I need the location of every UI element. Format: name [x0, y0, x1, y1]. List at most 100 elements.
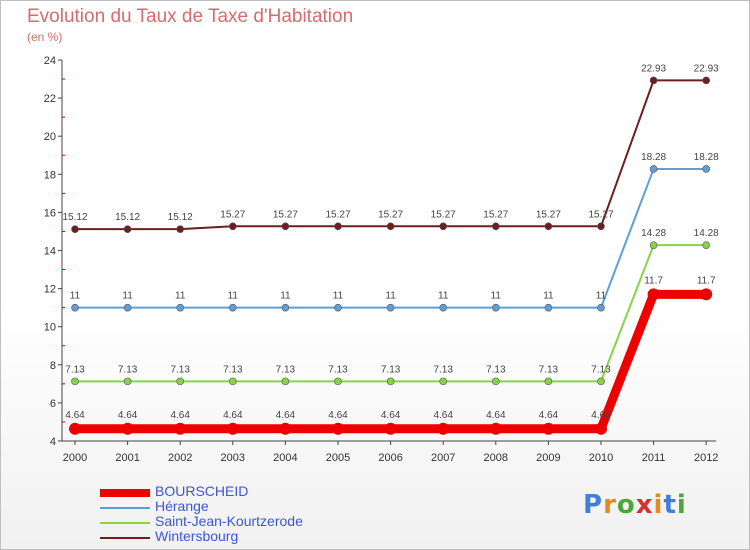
- data-label: 4.64: [276, 410, 296, 421]
- data-point: [439, 303, 448, 312]
- legend-label: Saint-Jean-Kourtzerode: [155, 513, 303, 529]
- data-point: [386, 222, 395, 231]
- legend-label: BOURSCHEID: [155, 483, 249, 499]
- data-label: 4.64: [170, 410, 190, 421]
- data-label: 11: [491, 291, 502, 302]
- data-point: [439, 222, 448, 231]
- data-label: 15.12: [62, 212, 87, 223]
- data-point: [334, 222, 342, 231]
- data-label: 11: [543, 291, 554, 302]
- data-point: [597, 303, 605, 312]
- data-point: [439, 377, 448, 386]
- data-point: [437, 422, 450, 435]
- series-line-2: [74, 244, 708, 383]
- data-label: 4.64: [118, 410, 138, 421]
- data-point: [229, 303, 237, 312]
- data-point: [69, 422, 81, 435]
- data-label: 15.12: [168, 212, 193, 223]
- legend-swatch: [100, 489, 150, 497]
- data-label: 14.28: [641, 228, 666, 239]
- data-label: 7.13: [328, 364, 348, 375]
- legend-swatch: [100, 507, 150, 509]
- data-point: [649, 76, 658, 85]
- data-point: [334, 303, 342, 312]
- data-point: [544, 303, 553, 312]
- y-tick-label: 12: [44, 284, 56, 296]
- data-point: [71, 225, 79, 233]
- data-label: 4.64: [65, 410, 85, 421]
- data-point: [229, 222, 237, 231]
- y-tick-label: 16: [44, 207, 56, 219]
- data-label: 11: [175, 291, 186, 302]
- data-point: [281, 222, 290, 231]
- data-label: 7.13: [223, 364, 243, 375]
- data-label: 15.27: [378, 209, 403, 220]
- chart-title: Evolution du Taux de Taxe d'Habitation: [27, 6, 354, 27]
- x-tick-label: 2010: [589, 452, 613, 464]
- data-point: [386, 377, 395, 386]
- data-point: [176, 225, 184, 233]
- data-point: [544, 377, 553, 386]
- data-label: 11: [70, 291, 81, 302]
- data-point: [597, 377, 605, 386]
- data-label: 15.27: [483, 209, 508, 220]
- data-label: 4.64: [591, 410, 611, 421]
- data-point: [226, 422, 239, 435]
- data-point: [700, 288, 713, 301]
- x-tick-label: 2003: [221, 452, 245, 464]
- y-tick-label: 22: [44, 93, 56, 105]
- data-point: [176, 377, 184, 386]
- y-tick-label: 4: [50, 436, 56, 448]
- data-point: [281, 303, 290, 312]
- data-point: [702, 241, 711, 249]
- proxiti-logo: Proxiti: [583, 490, 687, 520]
- x-tick-label: 2002: [168, 452, 192, 464]
- data-point: [491, 222, 500, 231]
- y-tick-label: 10: [44, 322, 56, 334]
- x-tick-label: 2012: [694, 452, 718, 464]
- x-tick-label: 2004: [273, 452, 297, 464]
- data-point: [279, 422, 292, 435]
- data-label: 15.12: [115, 212, 140, 223]
- y-tick-label: 18: [44, 169, 56, 181]
- data-label: 4.64: [539, 410, 559, 421]
- data-point: [491, 377, 500, 386]
- data-point: [544, 222, 553, 231]
- data-label: 18.28: [641, 152, 666, 163]
- y-tick-label: 20: [44, 131, 56, 143]
- data-label: 7.13: [65, 364, 85, 375]
- y-tick-label: 6: [50, 398, 56, 410]
- data-point: [334, 377, 342, 386]
- data-point: [229, 377, 237, 386]
- data-point: [281, 377, 290, 386]
- data-point: [597, 222, 605, 231]
- data-label: 11: [596, 291, 607, 302]
- data-label: 7.13: [486, 364, 506, 375]
- x-tick-label: 2008: [484, 452, 508, 464]
- series-line-1: [74, 167, 708, 309]
- data-label: 11: [333, 291, 344, 302]
- data-point: [542, 422, 555, 435]
- data-label: 7.13: [591, 364, 611, 375]
- data-point: [123, 303, 132, 312]
- data-point: [71, 303, 79, 312]
- data-point: [123, 225, 132, 233]
- data-label: 11: [228, 291, 239, 302]
- data-point: [176, 303, 184, 312]
- data-label: 7.13: [276, 364, 296, 375]
- legend-swatch: [100, 522, 150, 524]
- data-label: 4.64: [486, 410, 506, 421]
- data-label: 11.7: [697, 275, 716, 286]
- data-label: 18.28: [694, 152, 719, 163]
- data-label: 15.27: [220, 209, 245, 220]
- data-point: [384, 422, 397, 435]
- data-label: 15.27: [273, 209, 298, 220]
- x-tick-label: 2011: [642, 452, 666, 464]
- data-point: [386, 303, 395, 312]
- chart-unit: (en %): [27, 30, 63, 44]
- legend-label: Hérange: [155, 498, 209, 514]
- x-tick-label: 2005: [326, 452, 350, 464]
- data-label: 4.64: [328, 410, 348, 421]
- data-point: [123, 377, 132, 386]
